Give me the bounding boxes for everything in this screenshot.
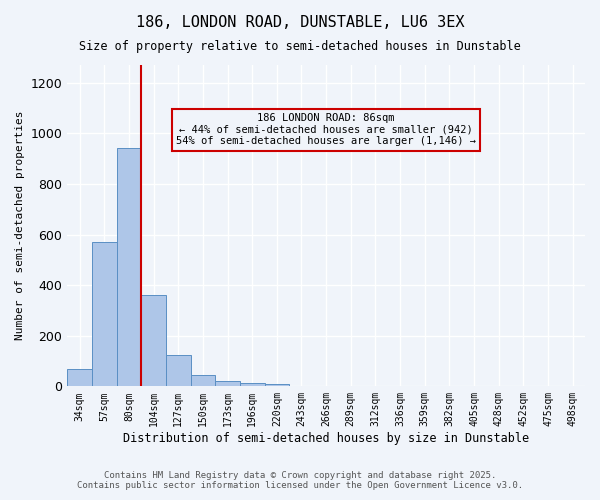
Text: Contains HM Land Registry data © Crown copyright and database right 2025.
Contai: Contains HM Land Registry data © Crown c… <box>77 470 523 490</box>
Bar <box>166 354 191 386</box>
Bar <box>116 148 141 386</box>
Bar <box>67 368 92 386</box>
Bar <box>240 382 265 386</box>
Y-axis label: Number of semi-detached properties: Number of semi-detached properties <box>15 111 25 340</box>
Text: 186, LONDON ROAD, DUNSTABLE, LU6 3EX: 186, LONDON ROAD, DUNSTABLE, LU6 3EX <box>136 15 464 30</box>
Bar <box>141 295 166 386</box>
Bar <box>191 375 215 386</box>
Bar <box>265 384 289 386</box>
Bar <box>215 382 240 386</box>
Bar <box>92 242 116 386</box>
X-axis label: Distribution of semi-detached houses by size in Dunstable: Distribution of semi-detached houses by … <box>123 432 529 445</box>
Text: 186 LONDON ROAD: 86sqm
← 44% of semi-detached houses are smaller (942)
54% of se: 186 LONDON ROAD: 86sqm ← 44% of semi-det… <box>176 113 476 146</box>
Text: Size of property relative to semi-detached houses in Dunstable: Size of property relative to semi-detach… <box>79 40 521 53</box>
